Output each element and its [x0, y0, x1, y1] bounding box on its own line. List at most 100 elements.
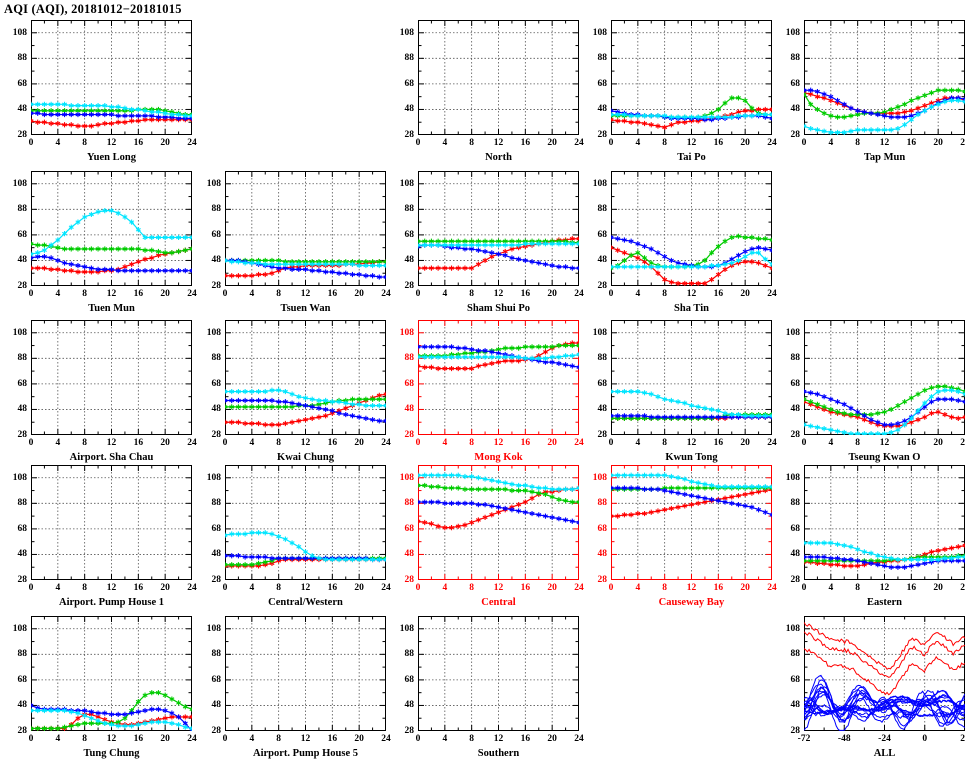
y-axis-tick-label: 68 [211, 229, 222, 240]
x-axis-tick-label: 20 [160, 289, 170, 299]
plot-canvas [31, 320, 192, 435]
y-axis-tick-label: 108 [206, 327, 221, 338]
y-axis-tick-label: 108 [206, 178, 221, 189]
x-axis-tick-label: 4 [635, 438, 641, 448]
plot-canvas [611, 20, 772, 135]
y-axis-tick-label: 68 [404, 229, 415, 240]
x-axis-tick-label: 8 [469, 138, 475, 148]
x-axis-tick-label: 0 [222, 583, 228, 593]
y-axis-tick-label: 28 [404, 430, 415, 440]
y-axis-tick-label: 108 [399, 27, 414, 38]
y-axis-tick-label: 88 [17, 353, 28, 364]
x-axis-tick-label: 12 [493, 438, 504, 448]
x-axis-tick-label: 12 [686, 138, 697, 148]
x-axis-tick-label: 20 [933, 138, 943, 148]
x-axis-tick-label: 4 [55, 138, 61, 148]
panel-caption: Airport. Pump House 5 [253, 748, 358, 759]
panel-caption: Mong Kok [474, 452, 523, 463]
plot-canvas [418, 320, 579, 435]
x-axis-tick-label: 8 [82, 138, 88, 148]
x-axis-tick-label: 20 [160, 138, 170, 148]
x-axis-tick-label: 24 [381, 734, 391, 744]
y-axis-tick-label: 48 [17, 404, 28, 415]
chart-panel-central-western: 28 48 68 88 108 0 4 8 12 16 20 24 Central/Western [207, 465, 391, 608]
y-axis-tick-label: 108 [785, 327, 800, 338]
y-axis-tick-label: 88 [17, 204, 28, 215]
y-axis-tick-label: 48 [790, 104, 801, 115]
series-line [804, 689, 965, 710]
x-axis-tick-label: 16 [327, 289, 338, 299]
chart-panel-tai-po: 28 48 68 88 108 0 4 8 12 16 20 24 Tai Po [593, 20, 777, 163]
x-axis-tick-label: 12 [686, 289, 697, 299]
panel-caption: North [485, 152, 512, 163]
x-axis-tick-label: 0 [415, 438, 421, 448]
y-axis-tick-label: 48 [17, 549, 28, 560]
y-axis-tick-label: 48 [790, 404, 801, 415]
y-axis-tick-label: 68 [404, 78, 415, 89]
chart-panel-eastern: 2848688810804812162024Eastern [786, 465, 965, 608]
x-axis-tick-label: 0 [608, 138, 614, 148]
y-axis-tick-label: 28 [211, 281, 222, 291]
y-axis-tick-label: 28 [211, 575, 222, 585]
x-axis-tick-label: 16 [133, 438, 144, 448]
series-line [804, 698, 965, 724]
y-axis-tick-label: 68 [211, 674, 222, 685]
chart-panel-mong-kok: 28 48 68 88 108 0 4 8 12 16 20 24 Mong Kok [400, 320, 584, 463]
x-axis-tick-label: 16 [327, 583, 338, 593]
series-line [804, 648, 965, 696]
x-axis-tick-label: 20 [740, 438, 750, 448]
x-axis-tick-label: 8 [276, 734, 282, 744]
y-axis-tick-label: 28 [17, 281, 28, 291]
x-axis-tick-label: 20 [547, 583, 557, 593]
x-axis-tick-label: 16 [906, 583, 917, 593]
x-axis-tick-label: 4 [55, 289, 61, 299]
x-axis-tick-label: 20 [547, 438, 557, 448]
panel-caption: Sha Tin [674, 303, 709, 314]
y-axis-tick-label: 68 [790, 378, 801, 389]
chart-panel-tsuen-wan: 28 48 68 88 108 0 4 8 12 16 20 24 Tsuen Wan [207, 171, 391, 314]
y-axis-tick-label: 68 [17, 378, 28, 389]
y-axis-tick-label: 48 [597, 549, 608, 560]
x-axis-tick-label: 12 [106, 438, 117, 448]
x-axis-tick-label: 12 [493, 289, 504, 299]
y-axis-tick-label: 48 [404, 549, 415, 560]
chart-panel-yuen-long: 28 48 68 88 108 0 4 8 12 16 20 24 Yuen Long [13, 20, 197, 163]
x-axis-tick-label: 8 [469, 583, 475, 593]
panel-caption: Tap Mun [863, 152, 906, 163]
x-axis-tick-label: 20 [160, 734, 170, 744]
y-axis-tick-label: 48 [404, 255, 415, 266]
x-axis-tick-label: 0 [801, 438, 807, 448]
y-axis-tick-label: 108 [592, 27, 607, 38]
x-axis-tick-label: 0 [222, 438, 228, 448]
y-axis-tick-label: 108 [785, 27, 800, 38]
x-axis-tick-label: 4 [249, 289, 255, 299]
y-axis-tick-label: 68 [17, 78, 28, 89]
x-axis-tick-label: 16 [713, 138, 724, 148]
x-axis-tick-label: 24 [574, 734, 584, 744]
x-axis-tick-label: 16 [327, 438, 338, 448]
y-axis-tick-label: 108 [399, 472, 414, 483]
x-axis-tick-label: 24 [187, 583, 197, 593]
x-axis-tick-label: 24 [767, 138, 777, 148]
panel-caption: ALL [873, 748, 896, 759]
panel-caption: Central/Western [268, 597, 343, 608]
chart-panel-southern: 28 48 68 88 108 0 4 8 12 16 20 24 Southern [400, 616, 584, 759]
y-axis-tick-label: 108 [12, 27, 27, 38]
x-axis-tick-label: 4 [442, 583, 448, 593]
x-axis-tick-label: -24 [878, 734, 891, 744]
x-axis-tick-label: 16 [713, 583, 724, 593]
x-axis-tick-label: 12 [106, 734, 117, 744]
x-axis-tick-label: 0 [415, 583, 421, 593]
chart-panel-airport-pump-house-5: 28 48 68 88 108 0 4 8 12 16 20 24 Airport. Pump Hous… [207, 616, 391, 759]
x-axis-tick-label: 24 [960, 734, 965, 744]
y-axis-tick-label: 88 [404, 649, 415, 660]
x-axis-tick-label: 20 [740, 583, 750, 593]
x-axis-tick-label: 16 [327, 734, 338, 744]
y-axis-tick-label: 68 [790, 78, 801, 89]
x-axis-tick-label: 24 [574, 438, 584, 448]
x-axis-tick-label: 24 [187, 289, 197, 299]
y-axis-tick-label: 28 [790, 430, 801, 440]
x-axis-tick-label: 4 [55, 583, 61, 593]
panel-caption: Eastern [867, 597, 902, 608]
x-axis-tick-label: 4 [55, 438, 61, 448]
